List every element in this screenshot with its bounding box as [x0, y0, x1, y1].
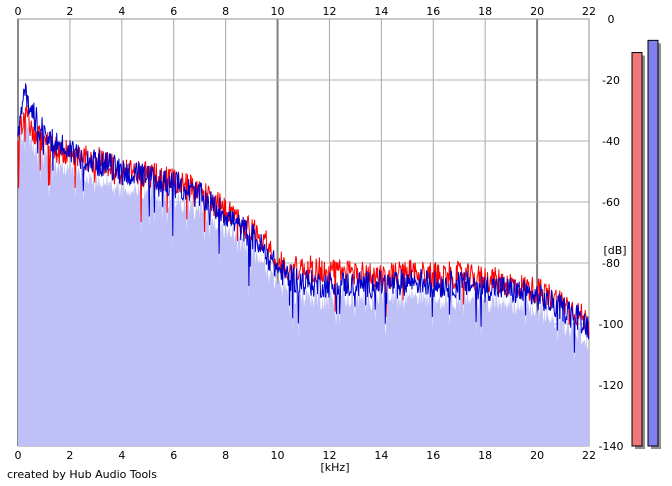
x-tick-label: 8 [222, 5, 229, 18]
y-tick-label: -20 [602, 74, 620, 87]
y-tick-label: -100 [599, 318, 624, 331]
x-tick-label: 20 [530, 5, 544, 18]
x-tick-label: 16 [426, 5, 440, 18]
x-tick-label-bottom: 18 [478, 449, 492, 462]
series-line-2 [17, 83, 590, 353]
x-tick-label-bottom: 14 [374, 449, 388, 462]
x-tick-label: 2 [66, 5, 73, 18]
x-tick-label-bottom: 0 [15, 449, 22, 462]
y-tick-label: -40 [602, 135, 620, 148]
level-meter-bar [647, 39, 659, 447]
x-tick-label: 10 [271, 5, 285, 18]
x-tick-label-bottom: 20 [530, 449, 544, 462]
x-tick-label: 22 [582, 5, 596, 18]
y-tick-label: -60 [602, 196, 620, 209]
x-tick-label: 14 [374, 5, 388, 18]
x-tick-label: 6 [170, 5, 177, 18]
x-tick-label: 0 [15, 5, 22, 18]
spectrum-fill-area [18, 117, 589, 446]
x-tick-label: 4 [118, 5, 125, 18]
x-tick-label: 12 [322, 5, 336, 18]
y-tick-labels: 0 2 4 6 8 10 12 14 16 18 20 22 0 -20 -40 -60 -80 -100 -120… [15, 13, 624, 462]
x-tick-label: 18 [478, 5, 492, 18]
x-tick-label-bottom: 2 [66, 449, 73, 462]
series-group [17, 83, 590, 353]
y-tick-label: -80 [602, 257, 620, 270]
y-tick-label: -140 [599, 440, 624, 453]
y-tick-label: -120 [599, 379, 624, 392]
x-tick-label-bottom: 8 [222, 449, 229, 462]
y-axis-label: [dB] [603, 244, 626, 257]
x-tick-label-bottom: 4 [118, 449, 125, 462]
level-meter-bar [631, 52, 643, 447]
level-meters [631, 39, 661, 450]
x-tick-label-bottom: 10 [271, 449, 285, 462]
credit-text: created by Hub Audio Tools [7, 468, 157, 481]
x-axis-label: [kHz] [321, 461, 350, 474]
x-tick-label-bottom: 6 [170, 449, 177, 462]
x-tick-labels-top: 0 2 4 6 8 10 12 14 16 18 20 22 [15, 5, 597, 18]
series-line-1 [17, 105, 590, 336]
x-tick-label-bottom: 22 [582, 449, 596, 462]
x-tick-label-bottom: 16 [426, 449, 440, 462]
x-tick-label-bottom: 12 [322, 449, 336, 462]
y-tick-label: 0 [608, 13, 615, 26]
